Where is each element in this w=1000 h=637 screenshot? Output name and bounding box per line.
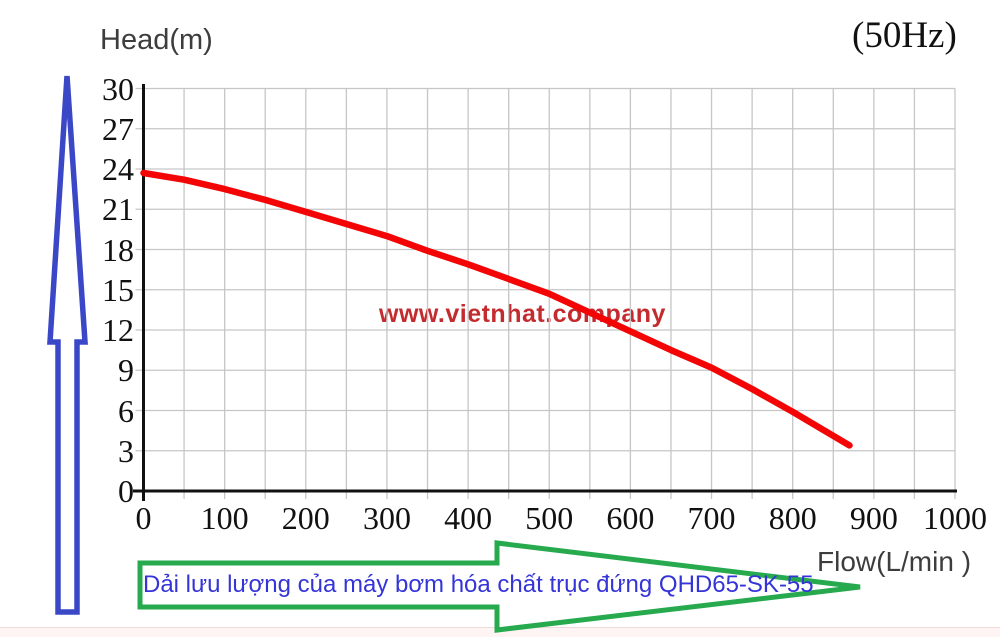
y-axis-title: Head(m) — [100, 24, 213, 56]
y-tick-label: 30 — [102, 70, 134, 107]
x-tick-label: 200 — [281, 500, 330, 536]
flow-range-annotation: Dải lưu lượng của máy bơm hóa chất trục … — [143, 571, 814, 598]
y-tick-label: 3 — [118, 432, 134, 469]
x-tick-label: 0 — [135, 500, 152, 536]
pump-curve — [140, 169, 853, 449]
x-tick-label: 600 — [606, 500, 655, 536]
y-tick-label: 6 — [118, 392, 134, 429]
x-axis-title: Flow(L/min ) — [817, 546, 972, 577]
x-tick-label: 800 — [768, 500, 817, 536]
x-tick-label: 400 — [444, 500, 493, 536]
x-tick-label: 500 — [525, 500, 574, 536]
frequency-label: (50Hz) — [852, 15, 957, 56]
x-tick-label: 300 — [362, 500, 411, 536]
y-tick-label: 0 — [118, 473, 134, 509]
x-tick-label: 900 — [849, 500, 898, 536]
y-tick-label: 24 — [102, 151, 134, 187]
x-tick-label: 700 — [687, 500, 736, 536]
y-tick-label: 27 — [102, 110, 134, 147]
y-tick-label: 18 — [102, 231, 134, 268]
y-tick-label: 9 — [118, 352, 134, 389]
y-tick-label: 21 — [102, 191, 134, 228]
y-tick-label: 12 — [102, 312, 134, 348]
y-tick-label: 15 — [102, 271, 134, 308]
flow-range-arrow — [137, 540, 861, 633]
head-up-arrow — [47, 75, 88, 615]
x-tick-label: 1000 — [923, 500, 987, 536]
x-tick-label: 100 — [200, 500, 249, 536]
